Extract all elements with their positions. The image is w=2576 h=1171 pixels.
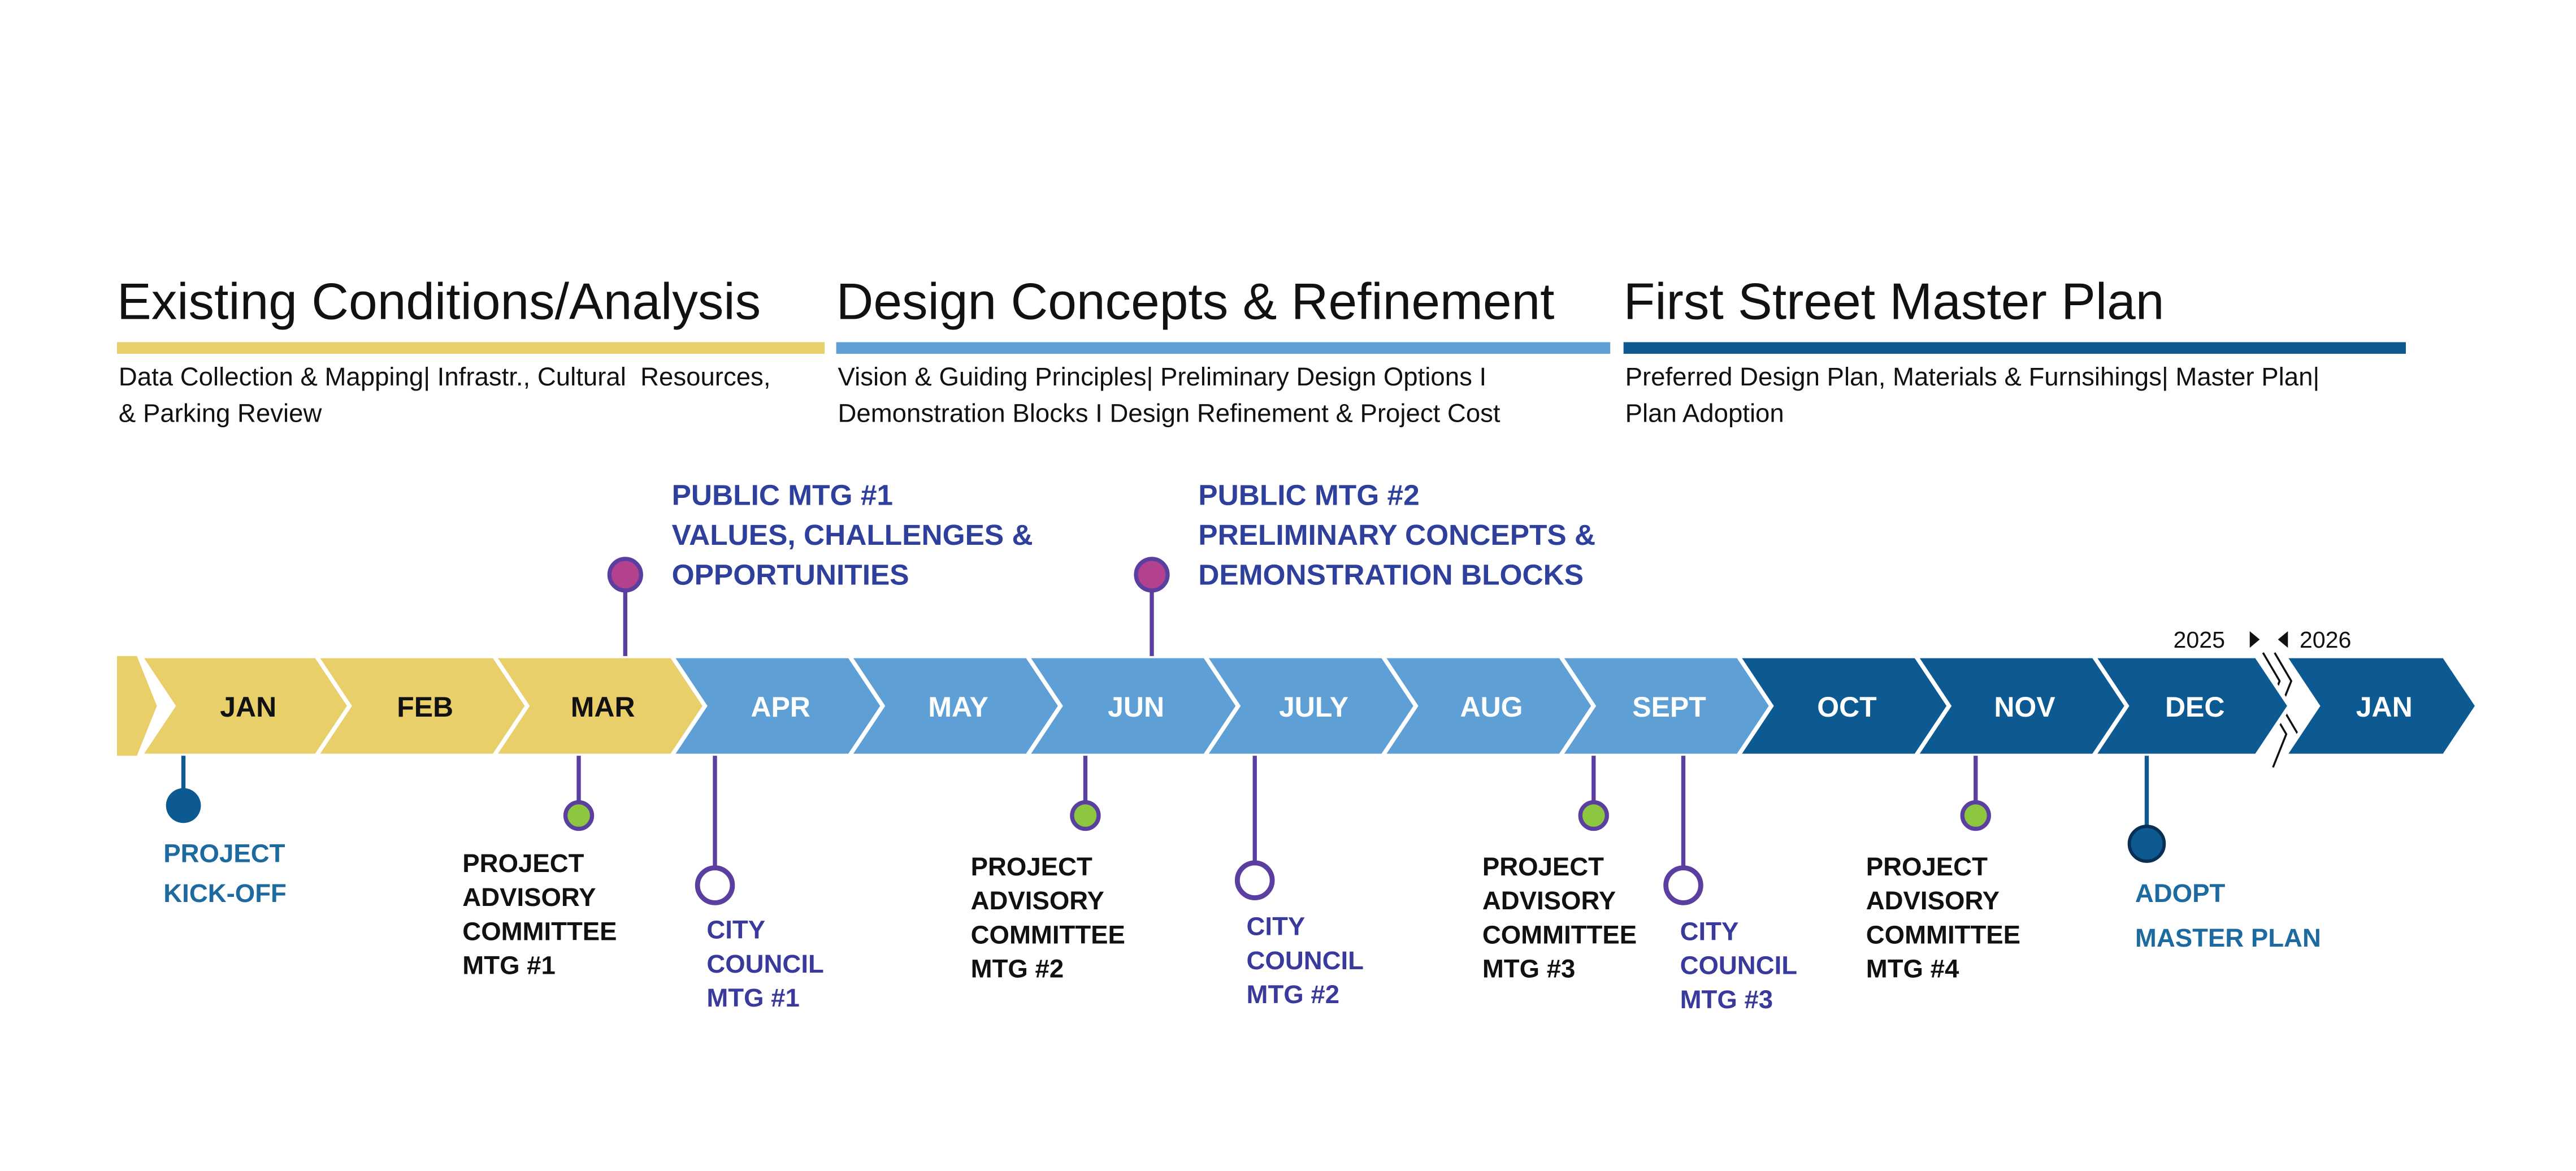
month-label: OCT [1817,691,1876,723]
milestone-label: CITY [1680,917,1739,946]
milestone-label: PROJECT [462,849,584,878]
milestone-label: COMMITTEE [462,917,617,946]
milestone-label: MTG #4 [1866,955,1959,983]
phase-title: Existing Conditions/Analysis [117,273,761,330]
milestone-dot [563,800,595,831]
phase-bar [1623,342,2406,354]
month-chevron [2280,654,2480,758]
milestone-dot [1663,865,1703,905]
milestone-dot [1234,860,1275,900]
milestone-label: KICK-OFF [163,879,287,908]
milestone-label: MTG #1 [462,951,556,980]
year-arrow [2278,631,2288,648]
milestone-dot [1578,800,1609,831]
milestone-label: COMMITTEE [971,920,1125,949]
phase-description: Preferred Design Plan, Materials & Furns… [1625,362,2320,391]
milestone-label: ADVISORY [1482,886,1616,915]
month-label: MAY [928,691,988,723]
phase-bar [117,342,825,354]
month-label: FEB [397,691,453,723]
milestone-label: COMMITTEE [1866,920,2020,949]
phase-description: Vision & Guiding Principles| Preliminary… [838,362,1487,391]
milestone-dot [1960,800,1991,831]
milestone-label: CITY [1247,912,1306,941]
milestone-dot [695,865,735,905]
month-label: SEPT [1632,691,1706,723]
milestone-label: ADVISORY [462,883,596,912]
milestone-label: PROJECT [1482,852,1604,881]
public-meeting-dot [1134,557,1170,593]
public-meeting-label: PUBLIC MTG #1 [672,478,893,511]
phase-description: Plan Adoption [1625,399,1784,428]
month-label: NOV [1994,691,2055,723]
month-label: DEC [2165,691,2224,723]
public-meeting-label: OPPORTUNITIES [672,558,909,591]
milestone-label: COUNCIL [1247,946,1364,975]
milestone-dot [166,788,201,823]
milestone-label: MTG #2 [971,955,1064,983]
milestone-label: MASTER PLAN [2135,923,2321,952]
month-label: JULY [1279,691,1348,723]
milestone-label: PROJECT [971,852,1092,881]
milestone-label: MTG #3 [1482,955,1576,983]
public-meeting-label: PUBLIC MTG #2 [1198,478,1419,511]
milestone-label: PROJECT [1866,852,1988,881]
milestone-label: CITY [706,916,765,944]
month-chevron [2089,654,2292,758]
milestone-label: ADVISORY [971,886,1104,915]
milestone-label: COMMITTEE [1482,920,1637,949]
public-meeting-label: DEMONSTRATION BLOCKS [1198,558,1584,591]
month-label: APR [751,691,810,723]
month-label: MAR [571,691,635,723]
public-meeting-dot [607,557,643,593]
milestone-label: PROJECT [163,839,285,868]
year-break [2274,652,2299,735]
milestone-label: MTG #2 [1247,980,1340,1009]
year-label: 2025 [2173,627,2225,653]
milestone-dot [2127,825,2166,863]
month-label: JAN [220,691,276,723]
phase-bar [836,342,1611,354]
public-meeting-label: PRELIMINARY CONCEPTS & [1198,518,1595,551]
milestone-label: ADOPT [2135,879,2226,908]
milestone-label: COUNCIL [706,949,823,978]
phase-title: Design Concepts & Refinement [836,273,1555,330]
phase-description: Demonstration Blocks I Design Refinement… [838,399,1501,428]
public-meeting-label: VALUES, CHALLENGES & [672,518,1033,551]
phase-description: & Parking Review [119,399,322,428]
year-arrow [2249,631,2260,648]
milestone-label: COUNCIL [1680,951,1797,980]
milestone-dot [1070,800,1101,831]
month-label: JUN [1108,691,1164,723]
month-label: JAN [2356,691,2413,723]
milestone-label: ADVISORY [1866,886,2000,915]
chevron-stub [117,656,157,756]
milestone-label: MTG #3 [1680,985,1773,1014]
year-label: 2026 [2300,627,2352,653]
phase-description: Data Collection & Mapping| Infrastr., Cu… [119,362,771,391]
milestone-label: MTG #1 [706,983,800,1012]
phase-title: First Street Master Plan [1624,273,2165,330]
month-label: AUG [1460,691,1523,723]
